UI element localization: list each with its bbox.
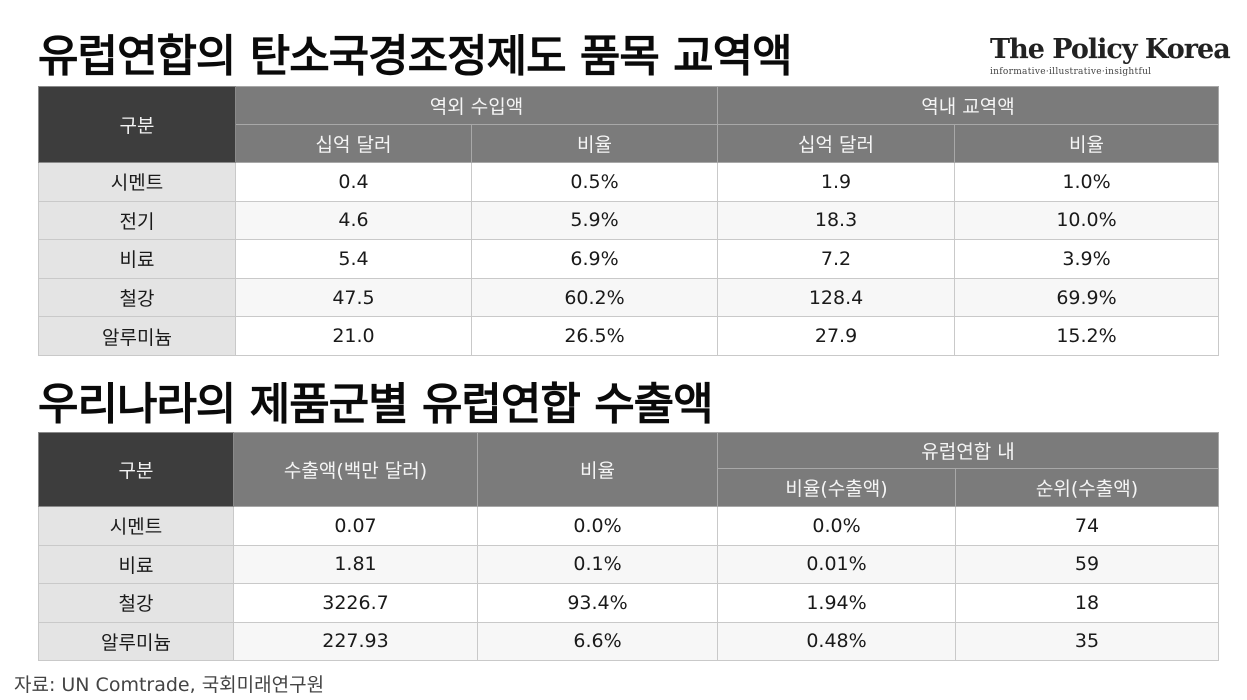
table1-subheader: 비율 — [470, 124, 719, 163]
table1-subheader: 십억 달러 — [717, 124, 956, 163]
table-cell: 93.4% — [477, 583, 718, 623]
table2-group-header-within-eu: 유럽연합 내 — [716, 432, 1220, 469]
table-cell: 35 — [954, 621, 1220, 661]
table-row: 알루미늄 227.93 6.6% 0.48% 35 — [38, 621, 1220, 661]
table-cell: 15.2% — [954, 316, 1220, 356]
row-label: 철강 — [38, 583, 234, 623]
table-cell: 3.9% — [954, 239, 1220, 279]
table-cell: 26.5% — [470, 316, 719, 356]
table-cell: 27.9 — [717, 316, 956, 356]
row-label: 전기 — [38, 200, 236, 241]
table-cell: 0.0% — [477, 506, 718, 546]
page-title: 유럽연합의 탄소국경조정제도 품목 교역액 — [38, 31, 793, 82]
table-cell: 18.3 — [717, 200, 956, 241]
table2-export-header: 수출액(백만 달러) — [233, 432, 478, 507]
row-label: 시멘트 — [38, 162, 236, 202]
row-label: 알루미늄 — [38, 316, 236, 356]
table-cell: 18 — [954, 583, 1220, 623]
table-cell: 4.6 — [235, 200, 472, 241]
table-cell: 69.9% — [954, 277, 1220, 318]
table2-subheader: 순위(수출액) — [954, 468, 1220, 507]
table-row: 비료 1.81 0.1% 0.01% 59 — [38, 544, 1220, 584]
table-cell: 1.94% — [717, 583, 956, 623]
table-cell: 60.2% — [470, 277, 719, 318]
table-cell: 59 — [954, 544, 1220, 584]
table-row: 알루미늄 21.0 26.5% 27.9 15.2% — [38, 316, 1220, 356]
table-cell: 128.4 — [717, 277, 956, 318]
table-cell: 5.4 — [235, 239, 472, 279]
table-cell: 21.0 — [235, 316, 472, 356]
row-label: 철강 — [38, 277, 236, 318]
table-cell: 6.9% — [470, 239, 719, 279]
logo-tagline: informative·illustrative·insightful — [990, 67, 1152, 77]
table1-group-header-intra-eu-trade: 역내 교역액 — [717, 86, 1220, 125]
cbam-trade-table: 구분 역외 수입액 역내 교역액 십억 달러 비율 십억 달러 비율 시멘트 0… — [38, 86, 1220, 356]
table2-corner-header: 구분 — [38, 432, 234, 507]
table-cell: 0.1% — [477, 544, 718, 584]
table-cell: 10.0% — [954, 200, 1220, 241]
table1-subheader: 비율 — [954, 124, 1220, 163]
table-cell: 0.07 — [233, 506, 478, 546]
table-cell: 0.0% — [717, 506, 956, 546]
table-cell: 7.2 — [717, 239, 956, 279]
logo-name: The Policy Korea — [990, 34, 1231, 65]
table-cell: 3226.7 — [233, 583, 478, 623]
table-cell: 74 — [954, 506, 1220, 546]
table-cell: 0.01% — [717, 544, 956, 584]
section-title: 우리나라의 제품군별 유럽연합 수출액 — [38, 379, 714, 430]
table-cell: 47.5 — [235, 277, 472, 318]
korea-eu-export-table: 구분 수출액(백만 달러) 비율 유럽연합 내 비율(수출액) 순위(수출액) … — [38, 432, 1220, 661]
table-cell: 0.5% — [470, 162, 719, 202]
table-cell: 0.48% — [717, 621, 956, 661]
table2-subheader: 비율(수출액) — [717, 468, 956, 507]
table-cell: 6.6% — [477, 621, 718, 661]
table1-corner-header: 구분 — [38, 86, 236, 163]
table1-subheader: 십억 달러 — [235, 124, 472, 163]
table-cell: 1.0% — [954, 162, 1220, 202]
row-label: 비료 — [38, 239, 236, 279]
source-note: 자료: UN Comtrade, 국회미래연구원 — [14, 674, 325, 696]
table-row: 철강 3226.7 93.4% 1.94% 18 — [38, 583, 1220, 623]
table1-group-header-extra-eu-import: 역외 수입액 — [234, 86, 719, 125]
row-label: 시멘트 — [38, 506, 234, 546]
table-cell: 1.9 — [717, 162, 956, 202]
row-label: 알루미늄 — [38, 621, 234, 661]
brand-logo: The Policy Korea informative·illustrativ… — [990, 34, 1231, 77]
table-cell: 227.93 — [233, 621, 478, 661]
table-row: 시멘트 0.07 0.0% 0.0% 74 — [38, 506, 1220, 546]
table-cell: 0.4 — [235, 162, 472, 202]
table-row: 전기 4.6 5.9% 18.3 10.0% — [38, 200, 1220, 241]
table-row: 비료 5.4 6.9% 7.2 3.9% — [38, 239, 1220, 279]
row-label: 비료 — [38, 544, 234, 584]
table-row: 철강 47.5 60.2% 128.4 69.9% — [38, 277, 1220, 318]
table-cell: 1.81 — [233, 544, 478, 584]
table-row: 시멘트 0.4 0.5% 1.9 1.0% — [38, 162, 1220, 202]
table2-ratio-header: 비율 — [477, 432, 718, 507]
table-cell: 5.9% — [470, 200, 719, 241]
